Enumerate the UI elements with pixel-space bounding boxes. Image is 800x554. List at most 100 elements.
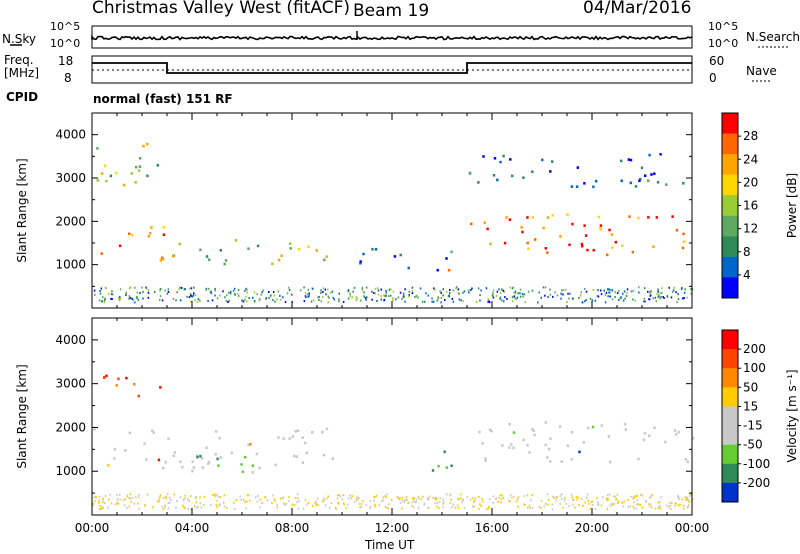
echo-cell: [659, 507, 662, 510]
colorbar-tick-label-power: 28: [743, 129, 758, 143]
echo-cell: [380, 298, 382, 301]
echo-cell: [247, 443, 250, 447]
echo-cell: [658, 295, 660, 298]
echo-cell: [449, 292, 451, 294]
echo-cell: [460, 497, 462, 500]
echo-cell: [487, 300, 489, 303]
echo-cell: [682, 182, 685, 185]
echo-cell: [636, 494, 639, 497]
echo-cell: [385, 294, 387, 297]
echo-cell: [389, 294, 392, 297]
echo-cell: [199, 502, 201, 505]
echo-cell: [397, 296, 399, 299]
echo-cell: [167, 288, 170, 291]
echo-cell: [683, 297, 685, 299]
echo-cell: [215, 493, 218, 496]
nsky-line: [91, 34, 693, 41]
echo-cell: [606, 508, 609, 510]
echo-cell: [478, 508, 480, 510]
echo-cell: [677, 496, 679, 499]
echo-cell: [392, 297, 394, 300]
echo-cell: [407, 266, 410, 270]
echo-cell: [480, 504, 482, 507]
echo-cell: [580, 498, 583, 500]
echo-cell: [392, 290, 395, 293]
echo-cell: [575, 185, 579, 188]
colorbar-tick-label-velocity: 100: [743, 361, 766, 375]
echo-cell: [349, 292, 351, 295]
echo-cell: [246, 494, 249, 497]
echo-cell: [580, 291, 583, 294]
echo-cell: [457, 506, 460, 509]
echo-cell: [256, 293, 258, 296]
echo-cell: [587, 499, 589, 502]
echo-cell: [597, 215, 601, 219]
echo-cell: [342, 301, 345, 303]
echo-cell: [650, 506, 653, 509]
echo-cell: [651, 494, 653, 497]
echo-cell: [691, 436, 695, 440]
echo-cell: [611, 289, 614, 292]
echo-cell: [680, 288, 683, 290]
echo-cell: [669, 504, 671, 507]
echo-cell: [446, 493, 448, 496]
echo-cell: [660, 292, 662, 295]
echo-cell: [151, 506, 154, 509]
echo-cell: [190, 295, 193, 298]
echo-cell: [586, 248, 589, 252]
echo-cell: [115, 384, 118, 387]
colorbar-swatch-power: [722, 174, 738, 196]
echo-cell: [529, 506, 531, 509]
echo-cell: [589, 297, 592, 300]
echo-cell: [304, 499, 307, 502]
echo-cell: [119, 298, 122, 301]
echo-cell: [670, 508, 672, 511]
echo-cell: [380, 295, 382, 298]
echo-cell: [462, 300, 464, 303]
echo-cell: [656, 181, 660, 184]
echo-cell: [266, 499, 269, 502]
echo-cell: [511, 296, 514, 299]
echo-cell: [450, 464, 453, 468]
echo-cell: [162, 497, 165, 500]
echo-cell: [131, 298, 134, 301]
echo-cell: [134, 165, 138, 169]
echo-cell: [173, 493, 175, 496]
echo-cell: [608, 291, 610, 294]
echo-cell: [280, 254, 283, 257]
echo-cell: [549, 288, 551, 291]
echo-cell: [317, 503, 320, 506]
echo-cell: [147, 291, 150, 294]
echo-cell: [134, 181, 137, 184]
echo-cell: [383, 299, 385, 302]
echo-cell: [349, 494, 351, 497]
echo-cell: [304, 295, 307, 297]
echo-cell: [522, 295, 524, 298]
echo-cell: [358, 502, 361, 505]
echo-cell: [511, 174, 514, 178]
echo-cell: [115, 503, 117, 506]
echo-cell: [563, 288, 565, 291]
echo-cell: [255, 452, 258, 456]
echo-cell: [240, 463, 243, 466]
echo-cell: [167, 493, 169, 496]
echo-cell: [607, 499, 609, 501]
echo-cell: [352, 290, 354, 293]
echo-cell: [256, 500, 259, 503]
echo-cell: [686, 496, 689, 499]
echo-cell: [551, 160, 554, 163]
echo-cell: [479, 294, 481, 296]
echo-cell: [675, 502, 677, 505]
echo-cell: [99, 290, 101, 292]
echo-cell: [416, 294, 418, 297]
echo-cell: [102, 506, 105, 509]
echo-cell: [322, 453, 326, 457]
echo-cell: [427, 506, 429, 509]
echo-cell: [327, 295, 329, 298]
echo-cell: [521, 230, 524, 234]
echo-cell: [486, 227, 489, 231]
echo-cell: [559, 235, 562, 238]
echo-cell: [322, 291, 324, 293]
echo-cell: [683, 291, 686, 294]
echo-cell: [341, 498, 344, 501]
